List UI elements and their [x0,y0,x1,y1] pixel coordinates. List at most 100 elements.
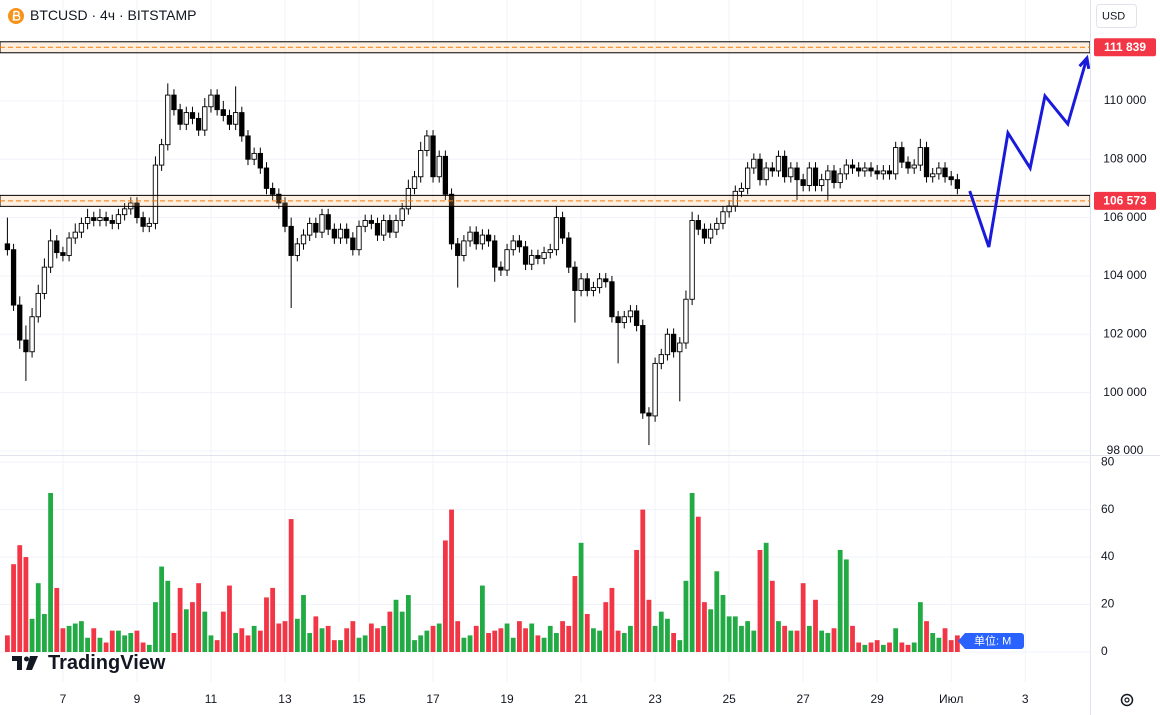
candle-body [368,220,375,224]
volume-bar [504,623,510,652]
candle-body [146,222,152,227]
volume-bar [60,628,66,652]
candle-body [492,240,498,268]
candle-body [856,167,862,172]
volume-bar [264,597,269,652]
volume-bar [214,640,220,652]
volume-bar [307,633,313,652]
btc-glyph [12,10,21,21]
candle-body [72,231,78,239]
candle-body [479,234,486,245]
volume-bar [220,611,226,652]
y-tick-label: 110 000 [1104,93,1147,107]
candle-body [91,217,97,221]
candle-body [411,176,418,189]
candle-body [825,170,831,181]
candle-body [603,278,609,283]
volume-bar [251,625,257,652]
candle-body [54,240,60,254]
currency-box[interactable] [1096,4,1137,28]
settings-button[interactable] [1120,693,1134,707]
volume-bar [79,621,84,652]
gear-center[interactable] [1124,697,1130,703]
volume-bar [942,628,948,652]
candle-body [640,325,646,414]
candle-body [23,339,29,353]
volume-bar [479,585,485,652]
candle-body [788,167,794,178]
candle-body [498,266,504,271]
volume-bar [677,640,683,652]
volume-bar [862,644,868,652]
currency-selector[interactable]: USD [1096,4,1137,28]
volume-bar [806,625,812,652]
volume-bar [350,621,356,652]
x-tick-label: 17 [426,692,440,706]
volume-bar [591,628,596,652]
volume-bar [708,609,714,652]
candle-body [689,220,695,300]
candle-body [288,225,294,256]
volume-bar [288,519,294,652]
candle-body [473,231,479,245]
candle-body [307,222,313,236]
y-tick-label: 100 000 [1103,385,1147,399]
candle-body [300,234,307,245]
volume-bar [732,616,738,652]
candle-body [769,167,775,172]
candle-body [17,304,23,341]
volume-bar [609,587,615,652]
volume-bar [720,595,726,652]
volume-bar [103,642,109,652]
candle-body [917,147,924,166]
candle-body [171,94,177,111]
volume-bar [776,621,781,652]
candle-body [670,333,677,353]
candle-body [707,228,714,239]
volume-bar [122,635,128,652]
candle-body [177,109,183,125]
candle-body [257,152,263,169]
volume-bar [726,616,732,652]
candle-body [720,211,726,224]
candle-body [152,164,159,224]
x-tick-label: 21 [574,692,588,706]
candle-body [270,187,276,195]
volume-bar [566,625,572,652]
logo-dot [24,656,29,662]
volume-bar [695,516,701,652]
volume-bar [344,628,350,652]
candle-body [763,167,769,181]
candle-body [516,240,523,248]
candle-body [615,316,621,324]
volume-bar [597,630,602,652]
currency-label[interactable]: USD [1102,10,1125,22]
candle-body [158,144,165,166]
volume-bar [393,599,399,652]
volume-bar [628,625,633,652]
volume-bar [202,611,208,652]
candle-body [319,214,325,233]
candle-body [553,217,560,251]
volume-bar [560,621,565,652]
candle-body [448,193,455,245]
volume-bar [338,640,343,652]
candle-body [442,155,449,195]
candle-body [97,217,103,221]
volume-bar [621,633,627,652]
candle-body [109,220,115,224]
candle-body [134,202,140,219]
candle-body [621,316,627,324]
volume-bar [436,623,442,652]
gear-icon[interactable] [1120,693,1134,707]
volume-bar [665,618,670,652]
volume-bar [763,542,769,652]
candle-body [189,112,196,119]
volume-bar [442,540,448,652]
volume-bar [813,599,818,652]
candle-body [738,187,745,192]
level-badge [1094,191,1156,210]
candle-body [183,112,189,125]
logo-mark [12,656,22,670]
logo-mark [26,656,38,670]
